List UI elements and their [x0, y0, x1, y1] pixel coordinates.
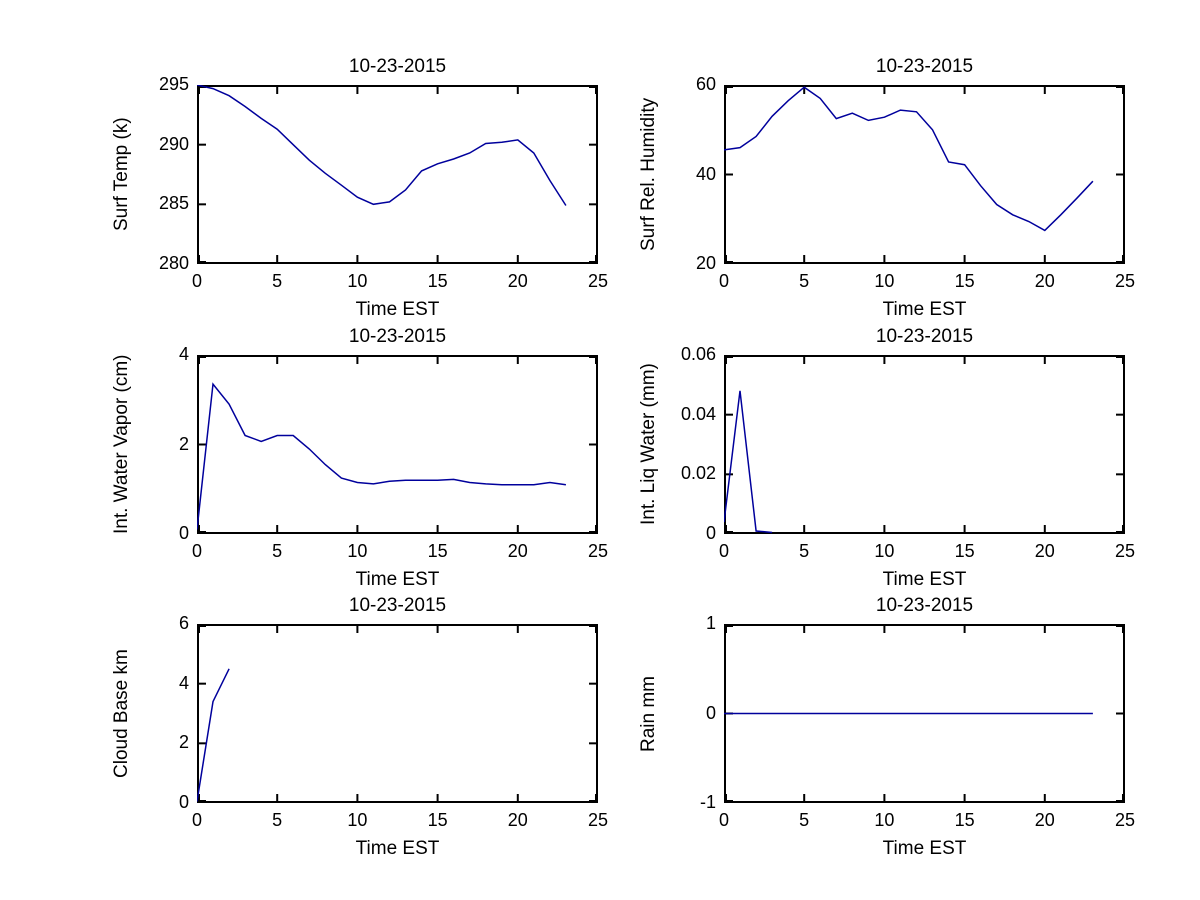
x-axis-label: Time EST	[355, 569, 440, 590]
x-tick-label: 0	[191, 810, 202, 830]
subplot-water-vapor: 10-23-2015 Int. Water Vapor (cm) Time ES…	[97, 310, 637, 602]
chart-title: 10-23-2015	[348, 56, 447, 77]
y-tick-label: 2	[178, 433, 189, 454]
y-tick-label: 20	[695, 253, 716, 273]
chart-title: 10-23-2015	[875, 326, 974, 347]
x-tick-label: 20	[1034, 271, 1055, 291]
x-tick-label: 0	[191, 541, 202, 561]
x-tick-label: 10	[874, 541, 895, 561]
x-tick-label: 15	[427, 271, 448, 291]
subplot-cloud-base: 10-23-2015 Cloud Base km Time EST 0 5 10 15…	[97, 579, 637, 871]
y-tick-label: 0	[705, 523, 716, 543]
plot-area-cloud-base	[197, 624, 598, 803]
y-axis-label: Surf Temp (k)	[111, 117, 132, 232]
chart-title: 10-23-2015	[875, 56, 974, 77]
x-tick-label: 25	[1114, 541, 1136, 561]
data-line	[724, 390, 773, 534]
x-tick-label: 10	[874, 271, 895, 291]
y-axis-label: Cloud Base km	[111, 649, 132, 778]
axes-box	[724, 85, 1125, 264]
x-tick-label: 20	[1034, 541, 1055, 561]
y-tick-label: 0	[178, 792, 189, 812]
x-tick-label: 10	[347, 541, 368, 561]
x-tick-label: 15	[427, 541, 448, 561]
y-tick-label: 290	[158, 133, 189, 154]
chart-title: 10-23-2015	[875, 595, 974, 616]
x-tick-label: 25	[587, 271, 609, 291]
plot-area-liq-water	[724, 355, 1125, 534]
x-tick-label: 0	[718, 541, 729, 561]
x-tick-label: 0	[718, 810, 729, 830]
x-tick-label: 15	[954, 810, 975, 830]
axes-box	[197, 624, 598, 803]
axes-box	[724, 355, 1125, 534]
data-line	[724, 86, 1094, 232]
x-tick-label: 20	[1034, 810, 1055, 830]
data-line	[197, 382, 567, 530]
x-tick-label: 10	[874, 810, 895, 830]
x-tick-label: 15	[954, 271, 975, 291]
x-tick-label: 5	[272, 810, 283, 830]
x-tick-label: 25	[587, 541, 609, 561]
x-tick-label: 5	[272, 541, 283, 561]
x-axis-label: Time EST	[355, 838, 440, 859]
y-tick-label: 4	[178, 344, 189, 364]
x-tick-label: 10	[347, 810, 368, 830]
chart-title: 10-23-2015	[348, 326, 447, 347]
subplot-rain: 10-23-2015 Rain mm Time EST 0 5 10 15 20 25 -1…	[624, 579, 1164, 871]
x-tick-label: 15	[954, 541, 975, 561]
x-tick-label: 20	[507, 541, 528, 561]
x-tick-label: 20	[507, 810, 528, 830]
y-tick-label: 2	[178, 732, 189, 753]
y-tick-label: 60	[695, 74, 716, 94]
y-tick-label: 295	[158, 74, 189, 94]
x-tick-label: 20	[507, 271, 528, 291]
x-tick-label: 15	[427, 810, 448, 830]
data-line	[197, 85, 567, 206]
x-axis-label: Time EST	[882, 838, 967, 859]
x-axis-label: Time EST	[882, 299, 967, 320]
y-tick-label: 0	[178, 523, 189, 543]
subplot-rel-humidity: 10-23-2015 Surf Rel. Humidity Time EST 0…	[624, 40, 1164, 332]
axes-box	[197, 355, 598, 534]
x-tick-label: 25	[1114, 271, 1136, 291]
x-tick-label: 5	[799, 541, 810, 561]
x-tick-label: 0	[191, 271, 202, 291]
y-tick-label: 0.04	[680, 403, 716, 424]
chart-title: 10-23-2015	[348, 595, 447, 616]
x-tick-label: 25	[587, 810, 609, 830]
axes-box	[197, 85, 598, 264]
y-tick-label: 280	[158, 253, 189, 273]
y-tick-label: 6	[178, 613, 189, 633]
y-tick-label: 40	[695, 163, 716, 184]
x-tick-label: 5	[272, 271, 283, 291]
x-tick-label: 5	[799, 810, 810, 830]
plot-area-rain	[724, 624, 1125, 803]
plot-area-water-vapor	[197, 355, 598, 534]
y-tick-label: 4	[178, 672, 189, 693]
subplot-liq-water: 10-23-2015 Int. Liq Water (mm) Time EST …	[624, 310, 1164, 602]
y-tick-label: -1	[699, 792, 716, 812]
x-tick-label: 5	[799, 271, 810, 291]
y-tick-label: 0.06	[680, 344, 716, 364]
y-axis-label: Int. Liq Water (mm)	[638, 363, 659, 526]
y-tick-label: 0	[705, 702, 716, 723]
data-line	[197, 668, 230, 802]
x-tick-label: 10	[347, 271, 368, 291]
plot-area-surf-temp	[197, 85, 598, 264]
y-tick-label: 1	[705, 613, 716, 633]
x-axis-label: Time EST	[882, 569, 967, 590]
y-tick-label: 285	[158, 193, 189, 214]
x-tick-label: 25	[1114, 810, 1136, 830]
subplot-surf-temp: 10-23-2015 Surf Temp (k) Time EST 0 5 10 15…	[97, 40, 637, 332]
plot-area-rel-humidity	[724, 85, 1125, 264]
x-tick-label: 0	[718, 271, 729, 291]
y-tick-label: 0.02	[680, 463, 716, 484]
x-axis-label: Time EST	[355, 299, 440, 320]
